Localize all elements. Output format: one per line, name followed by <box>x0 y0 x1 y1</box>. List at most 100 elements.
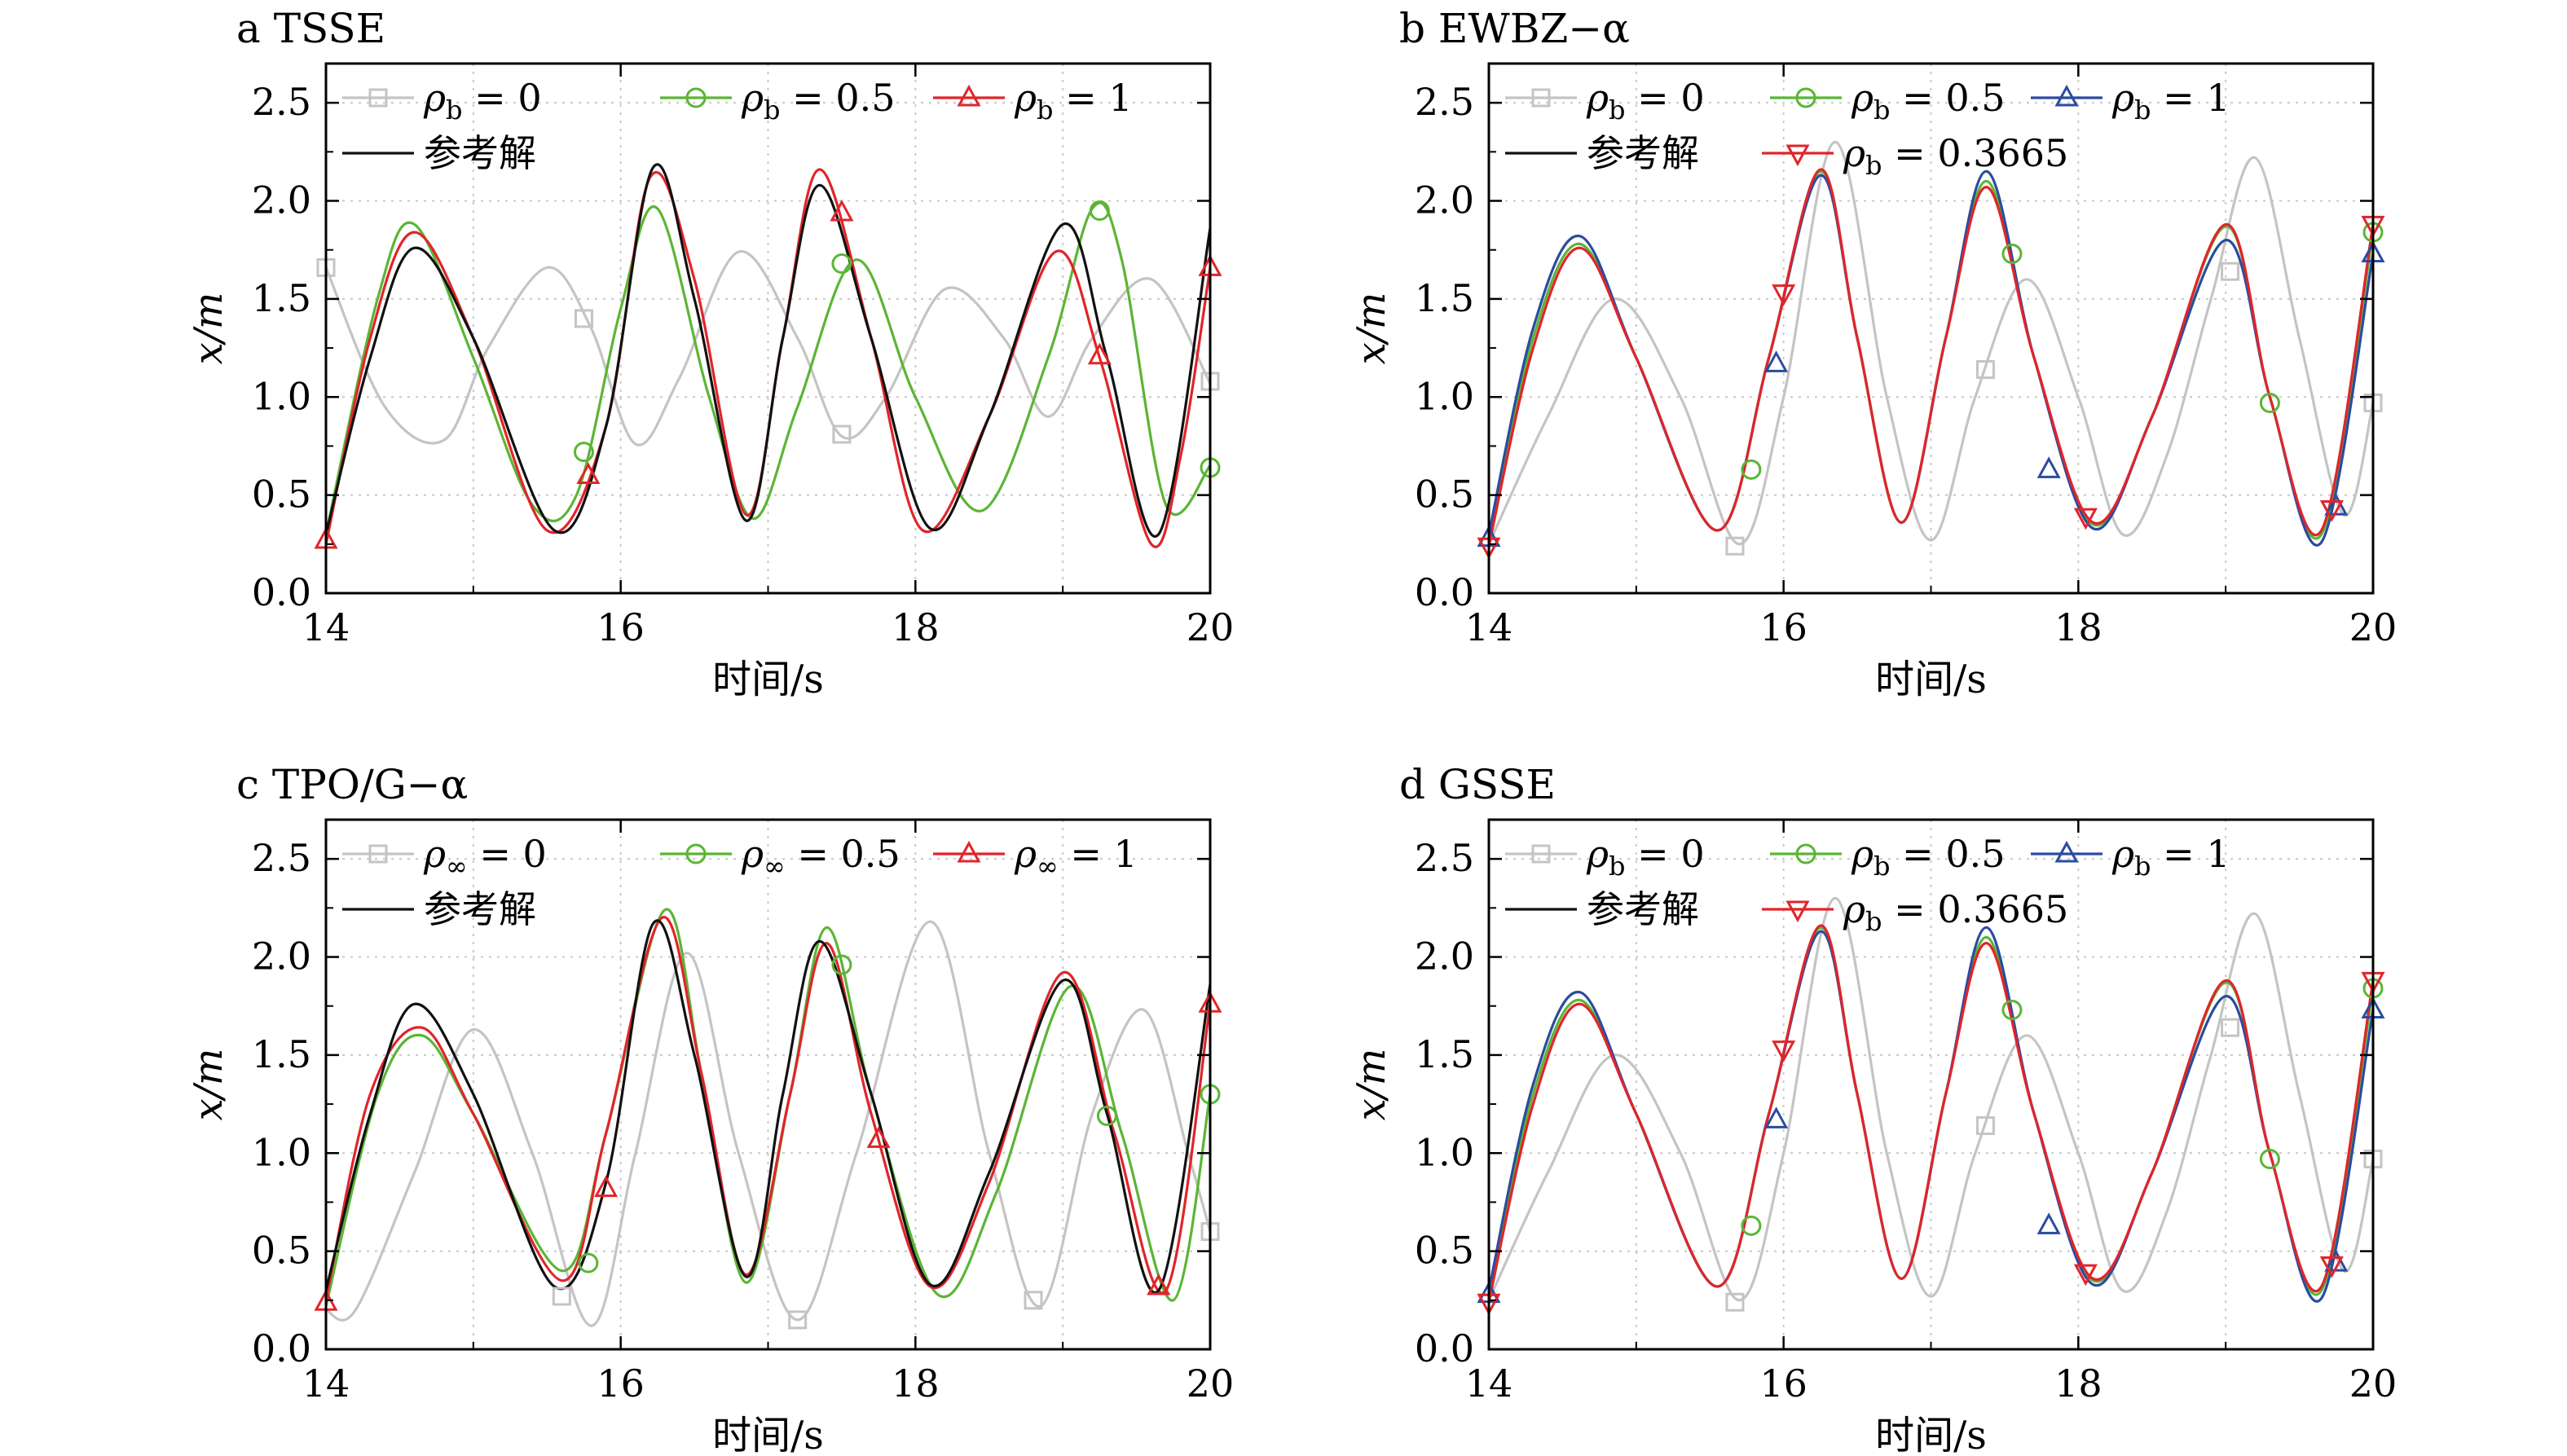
y-tick-label: 1.0 <box>1415 1130 1474 1174</box>
chart-panel: 14 16 18 20 0.0 0.5 1.0 1.5 2.0 2.5 时间/s x/m c TPO/G… <box>186 761 1234 1456</box>
data-point <box>1147 1273 1171 1295</box>
y-tick-label: 1.5 <box>1415 1032 1474 1076</box>
y-tick-label: 0.5 <box>1415 1229 1474 1273</box>
x-tick-label: 14 <box>302 1361 350 1405</box>
legend-marker <box>1531 844 1551 864</box>
x-tick-label: 14 <box>1465 605 1513 649</box>
data-point <box>2259 392 2280 413</box>
legend-label: ρ∞ = 0.5 <box>741 832 900 882</box>
legend-marker <box>368 844 388 864</box>
series-line <box>1489 896 2373 1302</box>
data-point <box>2324 1249 2349 1272</box>
y-tick-label: 2.5 <box>252 80 311 124</box>
legend-label: 参考解 <box>424 887 536 931</box>
x-axis-label: 时间/s <box>712 657 824 702</box>
series-lines <box>1489 896 2373 1303</box>
data-point <box>2221 1018 2240 1037</box>
data-point <box>1975 360 1995 380</box>
data-point <box>866 1126 891 1148</box>
series-line <box>1489 140 2373 546</box>
x-axis-label: 时间/s <box>712 1413 824 1456</box>
data-point <box>2036 1212 2061 1234</box>
series-lines <box>326 908 1210 1327</box>
ticks: 14 16 18 20 0.0 0.5 1.0 1.5 2.0 2.5 <box>252 64 1234 649</box>
legend-marker <box>1785 144 1810 167</box>
y-tick-label: 0.0 <box>252 1326 311 1370</box>
data-point <box>2319 1256 2344 1278</box>
data-point <box>1725 536 1745 556</box>
x-axis-label: 时间/s <box>1875 657 1987 702</box>
ticks: 14 16 18 20 0.0 0.5 1.0 1.5 2.0 2.5 <box>252 820 1234 1405</box>
data-point <box>1772 284 1796 306</box>
legend: ρb = 0 ρb = 0.5 ρb = 1 ρb = 0.3665 参考解 <box>1505 76 2230 181</box>
legend-marker <box>2054 840 2079 863</box>
y-tick-label: 0.5 <box>1415 473 1474 517</box>
data-point <box>1741 1215 1762 1236</box>
chart-panel: 14 16 18 20 0.0 0.5 1.0 1.5 2.0 2.5 时间/s x/m d GSSE ρ… <box>1349 761 2397 1456</box>
x-tick-label: 14 <box>302 605 350 649</box>
chart-panel: 14 16 18 20 0.0 0.5 1.0 1.5 2.0 2.5 时间/s x/m b EWBZ−… <box>1349 5 2397 702</box>
data-point <box>2324 493 2349 516</box>
legend-label: ρb = 0.5 <box>741 76 895 125</box>
legend-marker <box>1795 87 1816 108</box>
y-axis-label: x/m <box>186 1049 231 1121</box>
legend-label: 参考解 <box>1587 887 1699 931</box>
legend-marker <box>1785 900 1810 923</box>
y-tick-label: 0.0 <box>252 570 311 614</box>
y-tick-label: 1.0 <box>252 1130 311 1174</box>
data-point <box>2036 456 2061 478</box>
x-axis-label: 时间/s <box>1875 1413 1987 1456</box>
panel-title: c TPO/G−α <box>236 761 468 808</box>
data-point <box>1741 459 1762 480</box>
series-lines <box>1489 140 2373 547</box>
y-tick-label: 2.5 <box>252 836 311 880</box>
legend-label: ρb = 0 <box>1586 76 1705 125</box>
legend-label: ρb = 0 <box>423 76 542 125</box>
data-point <box>1772 1040 1796 1062</box>
x-tick-label: 20 <box>1187 1361 1235 1405</box>
legend-label: ρb = 0.3665 <box>1843 887 2068 937</box>
x-tick-label: 16 <box>1759 1361 1807 1405</box>
data-point <box>578 1252 599 1273</box>
series-line <box>326 201 1210 535</box>
data-point <box>2221 262 2240 281</box>
data-point <box>1096 1106 1117 1127</box>
x-tick-label: 20 <box>2349 605 2397 649</box>
x-tick-label: 18 <box>892 605 940 649</box>
series-line <box>1489 924 2373 1303</box>
data-point <box>2001 244 2023 265</box>
x-tick-label: 16 <box>1759 605 1807 649</box>
legend-label: 参考解 <box>424 131 536 175</box>
data-point <box>1764 350 1789 372</box>
data-point <box>1087 342 1112 365</box>
legend-label: ρb = 1 <box>2111 832 2230 882</box>
legend: ρ∞ = 0 ρ∞ = 0.5 ρ∞ = 1 参考解 <box>342 832 1138 931</box>
legend-label: ρ∞ = 0 <box>423 832 547 882</box>
y-tick-label: 1.5 <box>1415 276 1474 320</box>
data-point <box>1975 1116 1995 1136</box>
data-point <box>2001 1000 2023 1021</box>
x-tick-label: 20 <box>1187 605 1235 649</box>
grid <box>1489 64 2373 593</box>
series-line <box>326 163 1210 539</box>
y-tick-label: 0.5 <box>252 473 311 517</box>
x-tick-label: 20 <box>2349 1361 2397 1405</box>
x-tick-label: 18 <box>892 1361 940 1405</box>
legend-label: ρb = 1 <box>1014 76 1133 125</box>
x-tick-label: 16 <box>597 605 645 649</box>
ticks: 14 16 18 20 0.0 0.5 1.0 1.5 2.0 2.5 <box>1415 64 2397 649</box>
legend: ρb = 0 ρb = 0.5 ρb = 1 参考解 <box>342 76 1133 175</box>
legend-marker <box>685 87 707 108</box>
data-point <box>574 309 593 328</box>
legend-marker <box>368 88 388 108</box>
data-point <box>831 954 852 975</box>
data-point <box>830 199 854 222</box>
x-tick-label: 18 <box>2054 605 2102 649</box>
y-axis-label: x/m <box>1349 1049 1394 1121</box>
data-point <box>831 253 852 275</box>
panel-title: b EWBZ−α <box>1399 5 1630 52</box>
panels: 14 16 18 20 0.0 0.5 1.0 1.5 2.0 2.5 时间/s x/m a TSSE ρ… <box>186 5 2397 1456</box>
y-tick-label: 1.5 <box>252 1032 311 1076</box>
